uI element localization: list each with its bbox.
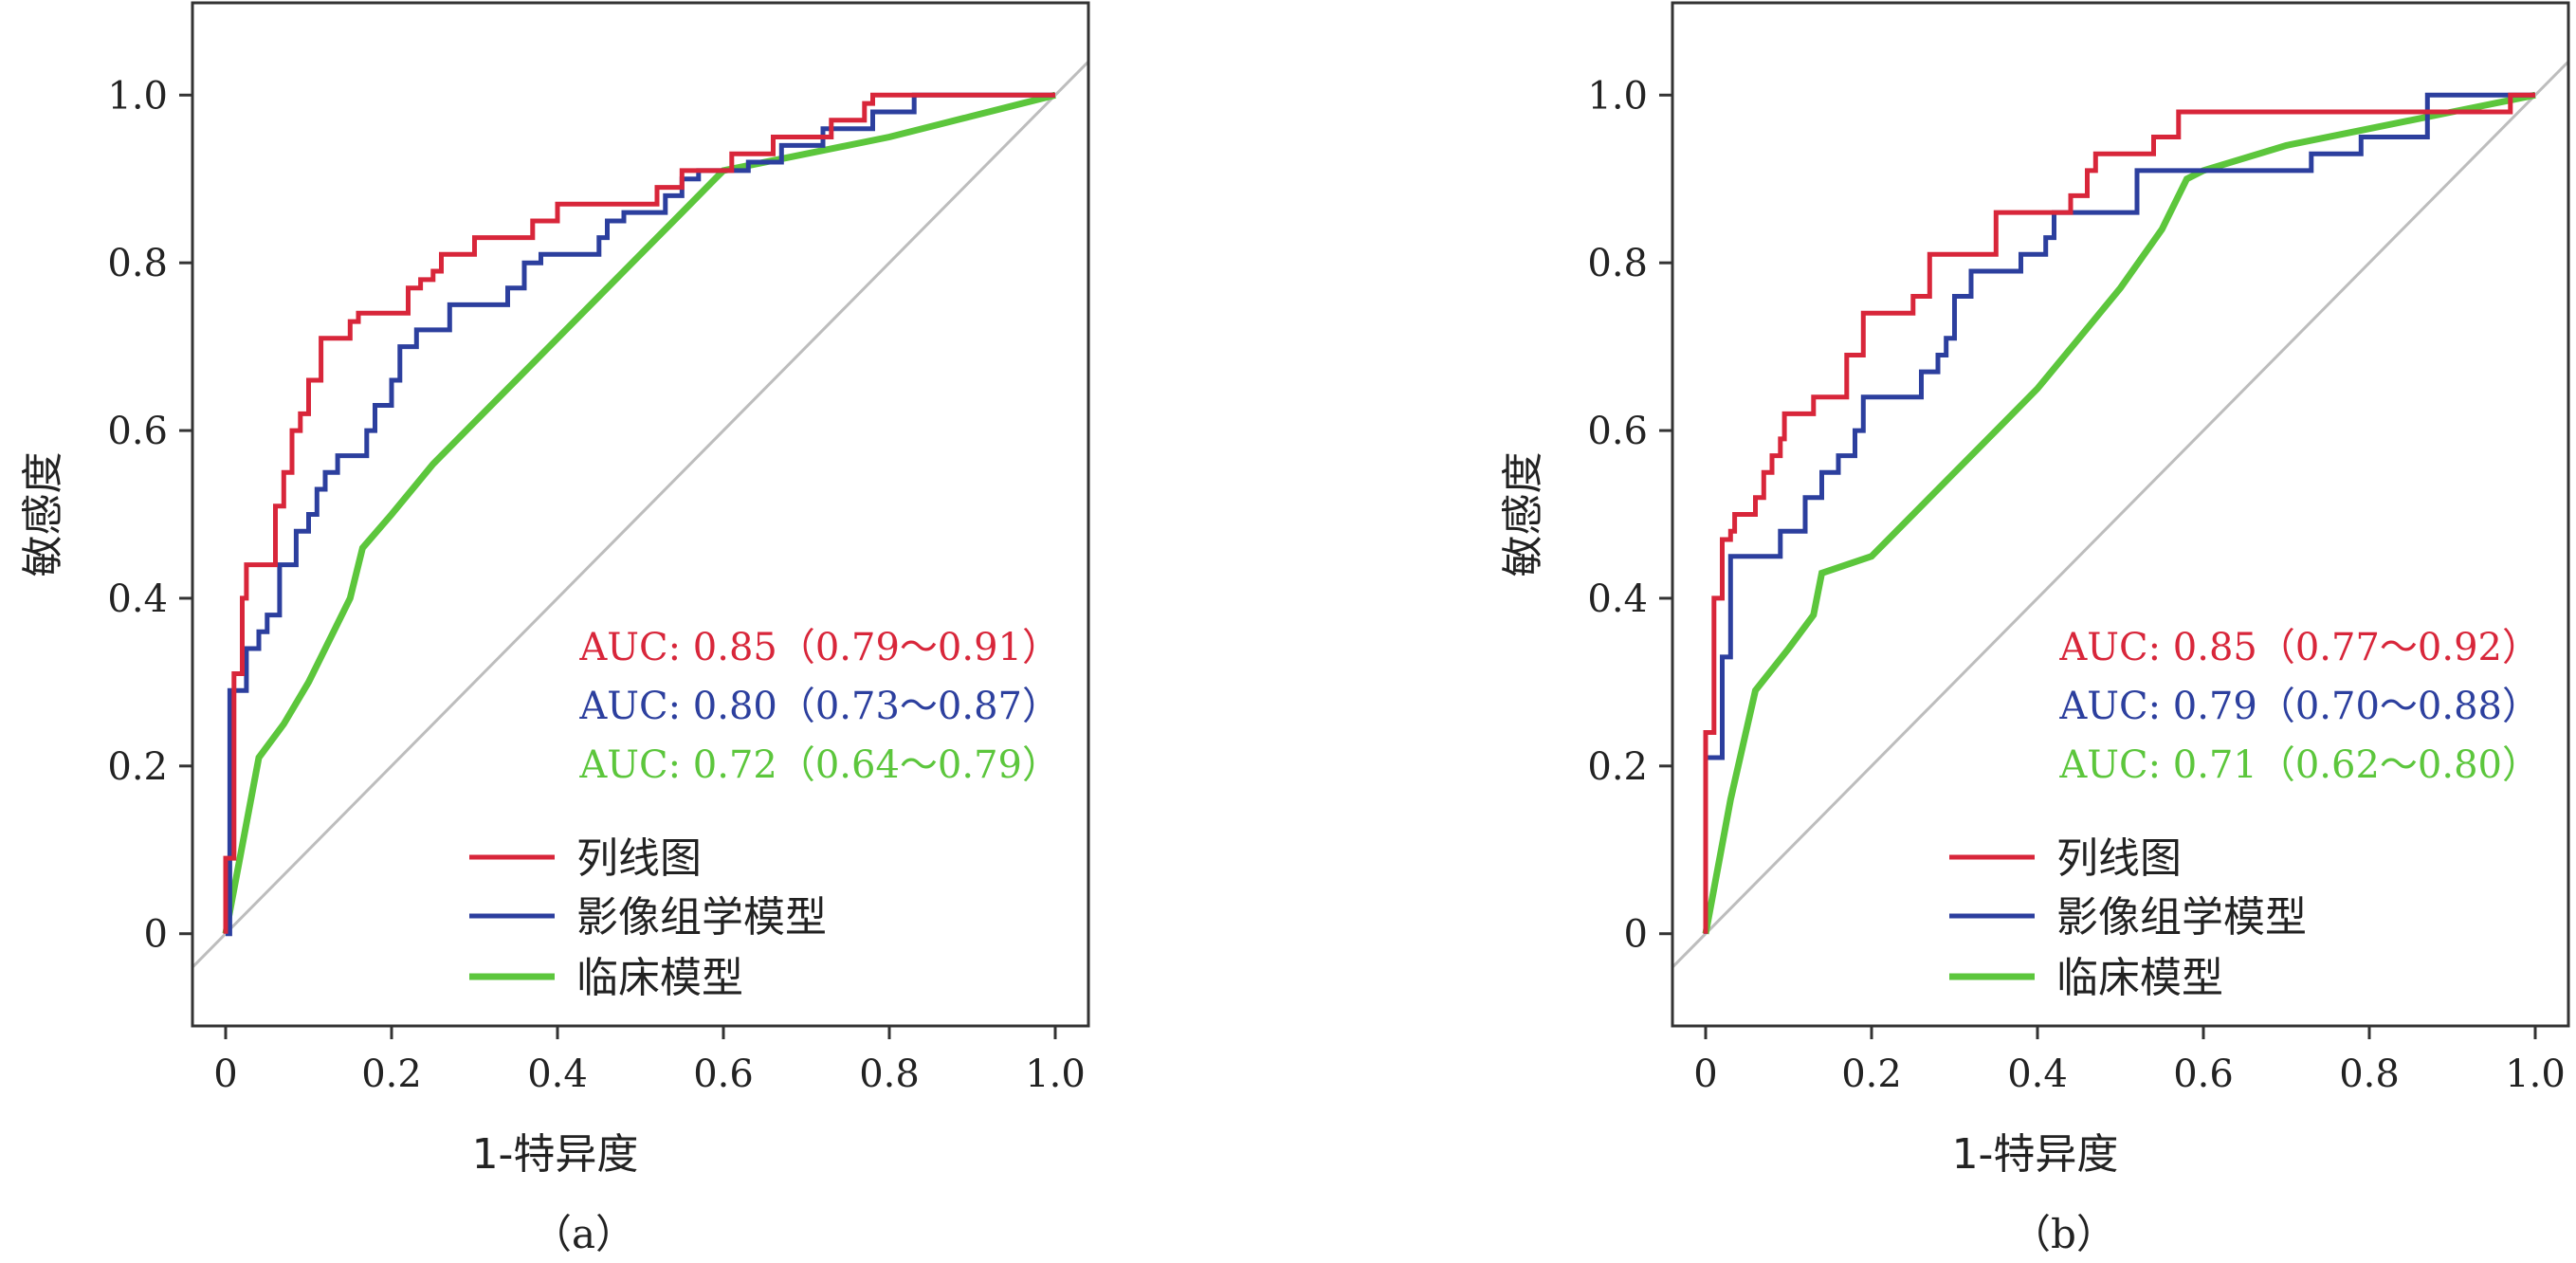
x-tick-label: 0.6 xyxy=(693,1052,754,1096)
y-tick-label: 0.2 xyxy=(107,745,168,789)
auc-label-clinical: AUC: 0.71（0.62～0.80） xyxy=(2058,743,2540,787)
x-tick-label: 0 xyxy=(213,1052,237,1096)
y-tick-label: 0 xyxy=(144,913,168,957)
x-tick-label: 0 xyxy=(1693,1052,1717,1096)
y-tick-label: 0.8 xyxy=(1587,242,1648,285)
y-tick-label: 0 xyxy=(1624,913,1648,957)
x-tick-label: 1.0 xyxy=(1025,1052,1086,1096)
roc-curve-nomogram xyxy=(223,92,1055,934)
reference-diagonal-line xyxy=(1672,60,2568,969)
panel-caption: （b） xyxy=(2011,1211,2116,1257)
y-tick-label: 0.6 xyxy=(107,410,168,453)
roc-curve-clinical xyxy=(222,91,1056,935)
roc-curve-nomogram xyxy=(1703,92,2535,934)
auc-label-clinical: AUC: 0.72（0.64～0.79） xyxy=(578,743,1060,787)
legend-label-clinical: 临床模型 xyxy=(576,954,743,1002)
chart-panel-b: 0 0.2 0.4 0.6 0.8 1.0 0 0.2 0.4 0.6 0.8 1.0 1-特异度 敏感度… xyxy=(1480,0,2576,1263)
reference-diagonal-line xyxy=(192,60,1088,969)
roc-chart-a: 0 0.2 0.4 0.6 0.8 1.0 0 0.2 0.4 0.6 0.8 1.0 1-特异度 敏感度… xyxy=(19,1,1090,1257)
y-axis-title: 敏感度 xyxy=(1499,452,1547,577)
y-tick-label: 0.2 xyxy=(1587,745,1648,789)
x-tick-label: 0.8 xyxy=(2339,1052,2400,1096)
legend-label-nomogram: 列线图 xyxy=(576,834,702,883)
auc-label-radiomics: AUC: 0.79（0.70～0.88） xyxy=(2058,685,2540,728)
legend-label-nomogram: 列线图 xyxy=(2056,834,2182,883)
legend-label-clinical: 临床模型 xyxy=(2056,954,2223,1002)
y-tick-label: 0.6 xyxy=(1587,410,1648,453)
chart-panel-a: 0 0.2 0.4 0.6 0.8 1.0 0 0.2 0.4 0.6 0.8 1.0 1-特异度 敏感度… xyxy=(19,1,1090,1257)
roc-curve-radiomics xyxy=(1703,92,2535,934)
roc-curve-clinical xyxy=(1702,91,2536,935)
y-tick-label: 1.0 xyxy=(1587,74,1648,118)
x-axis-title: 1-特异度 xyxy=(1952,1130,2119,1179)
roc-curve-radiomics xyxy=(226,92,1055,937)
x-tick-label: 0.2 xyxy=(361,1052,422,1096)
y-tick-label: 0.4 xyxy=(107,577,168,621)
plot-frame xyxy=(191,1,1090,1028)
panel-caption: （a） xyxy=(532,1211,635,1257)
y-tick-label: 0.8 xyxy=(107,242,168,285)
x-tick-label: 0.2 xyxy=(1841,1052,1902,1096)
x-tick-label: 0.8 xyxy=(859,1052,920,1096)
x-tick-label: 1.0 xyxy=(2505,1052,2566,1096)
y-tick-label: 1.0 xyxy=(107,74,168,118)
auc-label-nomogram: AUC: 0.85（0.77～0.92） xyxy=(2058,626,2540,669)
x-tick-label: 0.6 xyxy=(2173,1052,2234,1096)
y-tick-label: 0.4 xyxy=(1587,577,1648,621)
x-tick-label: 0.4 xyxy=(527,1052,588,1096)
roc-chart-b: 0 0.2 0.4 0.6 0.8 1.0 0 0.2 0.4 0.6 0.8 1.0 1-特异度 敏感度… xyxy=(1499,1,2570,1257)
x-axis-title: 1-特异度 xyxy=(472,1130,639,1179)
x-tick-label: 0.4 xyxy=(2007,1052,2068,1096)
auc-label-radiomics: AUC: 0.80（0.73～0.87） xyxy=(578,685,1060,728)
y-axis-title: 敏感度 xyxy=(19,452,67,577)
auc-label-nomogram: AUC: 0.85（0.79～0.91） xyxy=(578,626,1060,669)
legend-label-radiomics: 影像组学模型 xyxy=(2056,893,2307,942)
plot-frame xyxy=(1671,1,2570,1028)
legend-label-radiomics: 影像组学模型 xyxy=(576,893,827,942)
